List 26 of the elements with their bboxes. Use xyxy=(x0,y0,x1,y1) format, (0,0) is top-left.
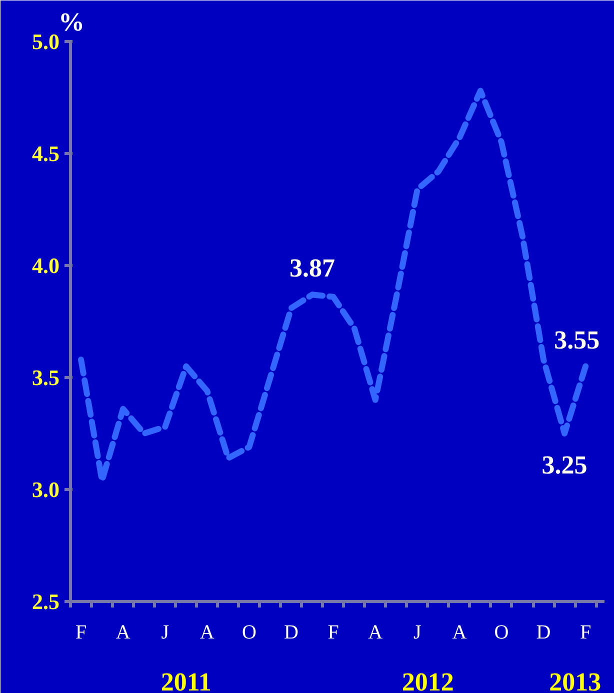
y-tick-label: 5.0 xyxy=(32,29,60,54)
x-tick-label: J xyxy=(161,622,170,644)
x-tick-label: A xyxy=(200,622,215,644)
y-tick-label: 3.5 xyxy=(32,365,60,390)
x-tick-label: O xyxy=(494,622,509,644)
y-axis-title: % xyxy=(58,8,84,36)
y-tick-label: 4.0 xyxy=(32,253,60,278)
x-tick-label: A xyxy=(116,622,131,644)
x-tick-label: O xyxy=(242,622,256,644)
y-tick-label: 3.0 xyxy=(32,477,60,502)
text: 2011 xyxy=(160,668,212,693)
x-tick-label: D xyxy=(284,622,298,644)
x-tick-label: D xyxy=(536,622,551,644)
x-tick-label: F xyxy=(580,622,592,644)
data-label: 3.55 xyxy=(554,325,600,354)
x-tick-label: A xyxy=(368,622,384,644)
text: 2013 xyxy=(549,668,602,693)
x-tick-label: F xyxy=(328,622,339,644)
y-tick-label: 2.5 xyxy=(32,589,60,614)
y-tick-label: 4.5 xyxy=(32,141,60,166)
x-tick-label: F xyxy=(75,622,87,644)
data-label: 3.25 xyxy=(542,450,588,480)
x-tick-label: A xyxy=(452,622,468,644)
text: 2012 xyxy=(402,668,454,693)
data-label: 3.87 xyxy=(290,254,336,283)
x-tick-label: J xyxy=(414,622,422,644)
